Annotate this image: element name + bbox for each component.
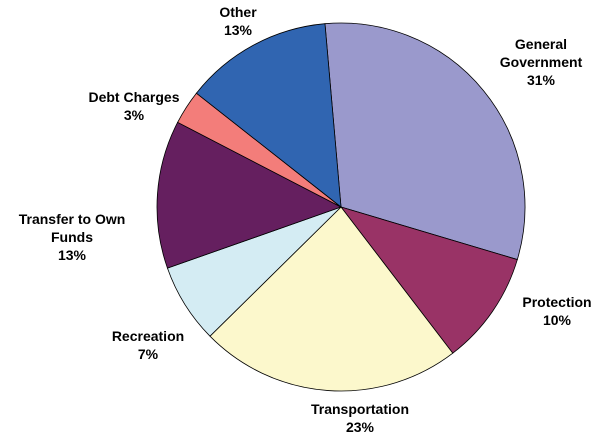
slice-percent-label: 31% bbox=[526, 72, 556, 88]
slice-label-text: Transportation bbox=[310, 401, 410, 417]
slice-label: Recreation 7% bbox=[112, 327, 184, 363]
pie-slice-transfer-to-own-funds bbox=[156, 121, 343, 269]
slice-percent-label: 3% bbox=[123, 107, 145, 123]
slice-label: Debt Charges 3% bbox=[88, 88, 179, 124]
slice-label: Transportation 23% bbox=[311, 400, 409, 436]
slice-percent-label: 13% bbox=[57, 247, 87, 263]
slice-percent-label: 7% bbox=[137, 346, 159, 362]
slice-label: General Government 31% bbox=[500, 35, 582, 89]
slice-label-text: Other bbox=[219, 4, 257, 20]
slice-label-text: Protection bbox=[522, 294, 592, 310]
slice-label-text: Recreation bbox=[111, 328, 185, 344]
slice-percent-label: 13% bbox=[223, 22, 253, 38]
slice-label-text: Government bbox=[499, 54, 583, 70]
slice-label: Transfer to Own Funds 13% bbox=[19, 210, 126, 264]
pie-slice-protection bbox=[339, 206, 518, 354]
slice-percent-label: 23% bbox=[345, 419, 375, 435]
slice-percent-label: 10% bbox=[542, 312, 572, 328]
slice-label: Other 13% bbox=[219, 3, 256, 39]
slice-label-text: General bbox=[514, 36, 568, 52]
slice-label-text: Debt Charges bbox=[88, 89, 180, 105]
slice-label: Protection 10% bbox=[522, 293, 591, 329]
pie-slice-other bbox=[195, 23, 342, 208]
pie-slice-transportation bbox=[209, 206, 454, 392]
slice-label-text: Transfer to Own bbox=[18, 211, 126, 227]
pie-slice-general-government bbox=[324, 22, 526, 261]
slice-label-text: Funds bbox=[50, 229, 93, 245]
